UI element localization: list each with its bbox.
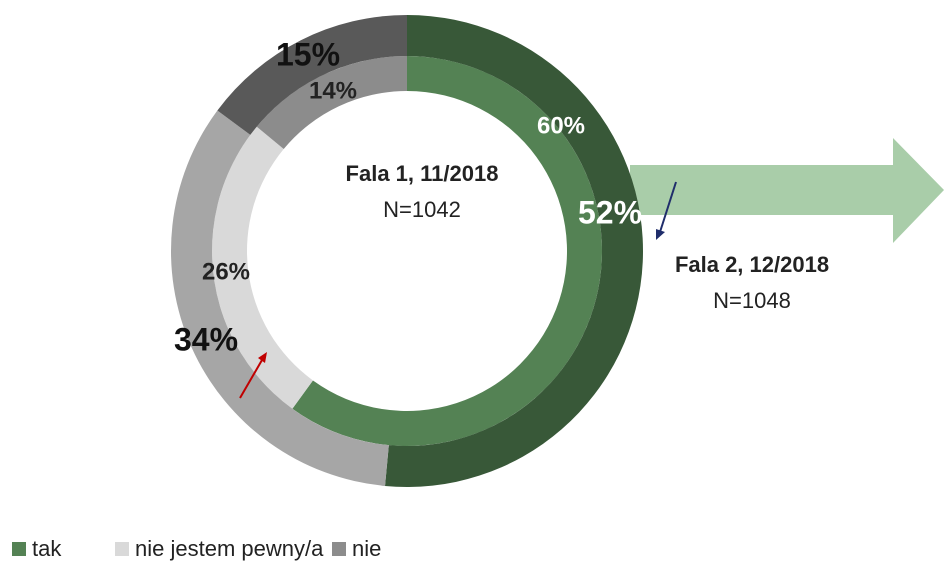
data-label: 14%	[309, 77, 357, 104]
pointer-arrow-head	[258, 352, 267, 363]
legend-label: nie jestem pewny/a	[135, 536, 324, 561]
donut-segment	[217, 14, 407, 135]
legend-swatch	[332, 542, 346, 556]
donut-segment	[292, 56, 602, 446]
data-label: 15%	[276, 36, 340, 72]
data-label: 26%	[202, 258, 250, 285]
pointer-arrow-head	[656, 229, 665, 240]
donut	[171, 14, 644, 487]
data-label: 60%	[537, 112, 585, 139]
legend-swatch	[115, 542, 129, 556]
ring-title: Fala 1, 11/2018	[346, 161, 499, 186]
data-label: 52%	[578, 194, 642, 230]
legend-swatch	[12, 542, 26, 556]
pointer-arrow	[239, 359, 263, 399]
ring-title: Fala 2, 12/2018	[675, 252, 829, 277]
donut-segment	[256, 56, 407, 150]
labels: 60% 26% 14% 52% 34% 15%	[174, 36, 642, 357]
legend-label: nie	[352, 536, 381, 561]
ring-subtitle: N=1042	[383, 197, 461, 222]
legend-label: tak	[32, 536, 62, 561]
data-label: 34%	[174, 321, 238, 357]
donut-segment	[171, 110, 389, 486]
legend: tak nie jestem pewny/a nie	[12, 536, 381, 561]
transition-arrow	[630, 138, 944, 243]
ring-subtitle: N=1048	[713, 288, 791, 313]
donut-segment	[211, 126, 313, 409]
donut-segment	[385, 15, 644, 487]
pointer-arrow	[659, 181, 677, 233]
